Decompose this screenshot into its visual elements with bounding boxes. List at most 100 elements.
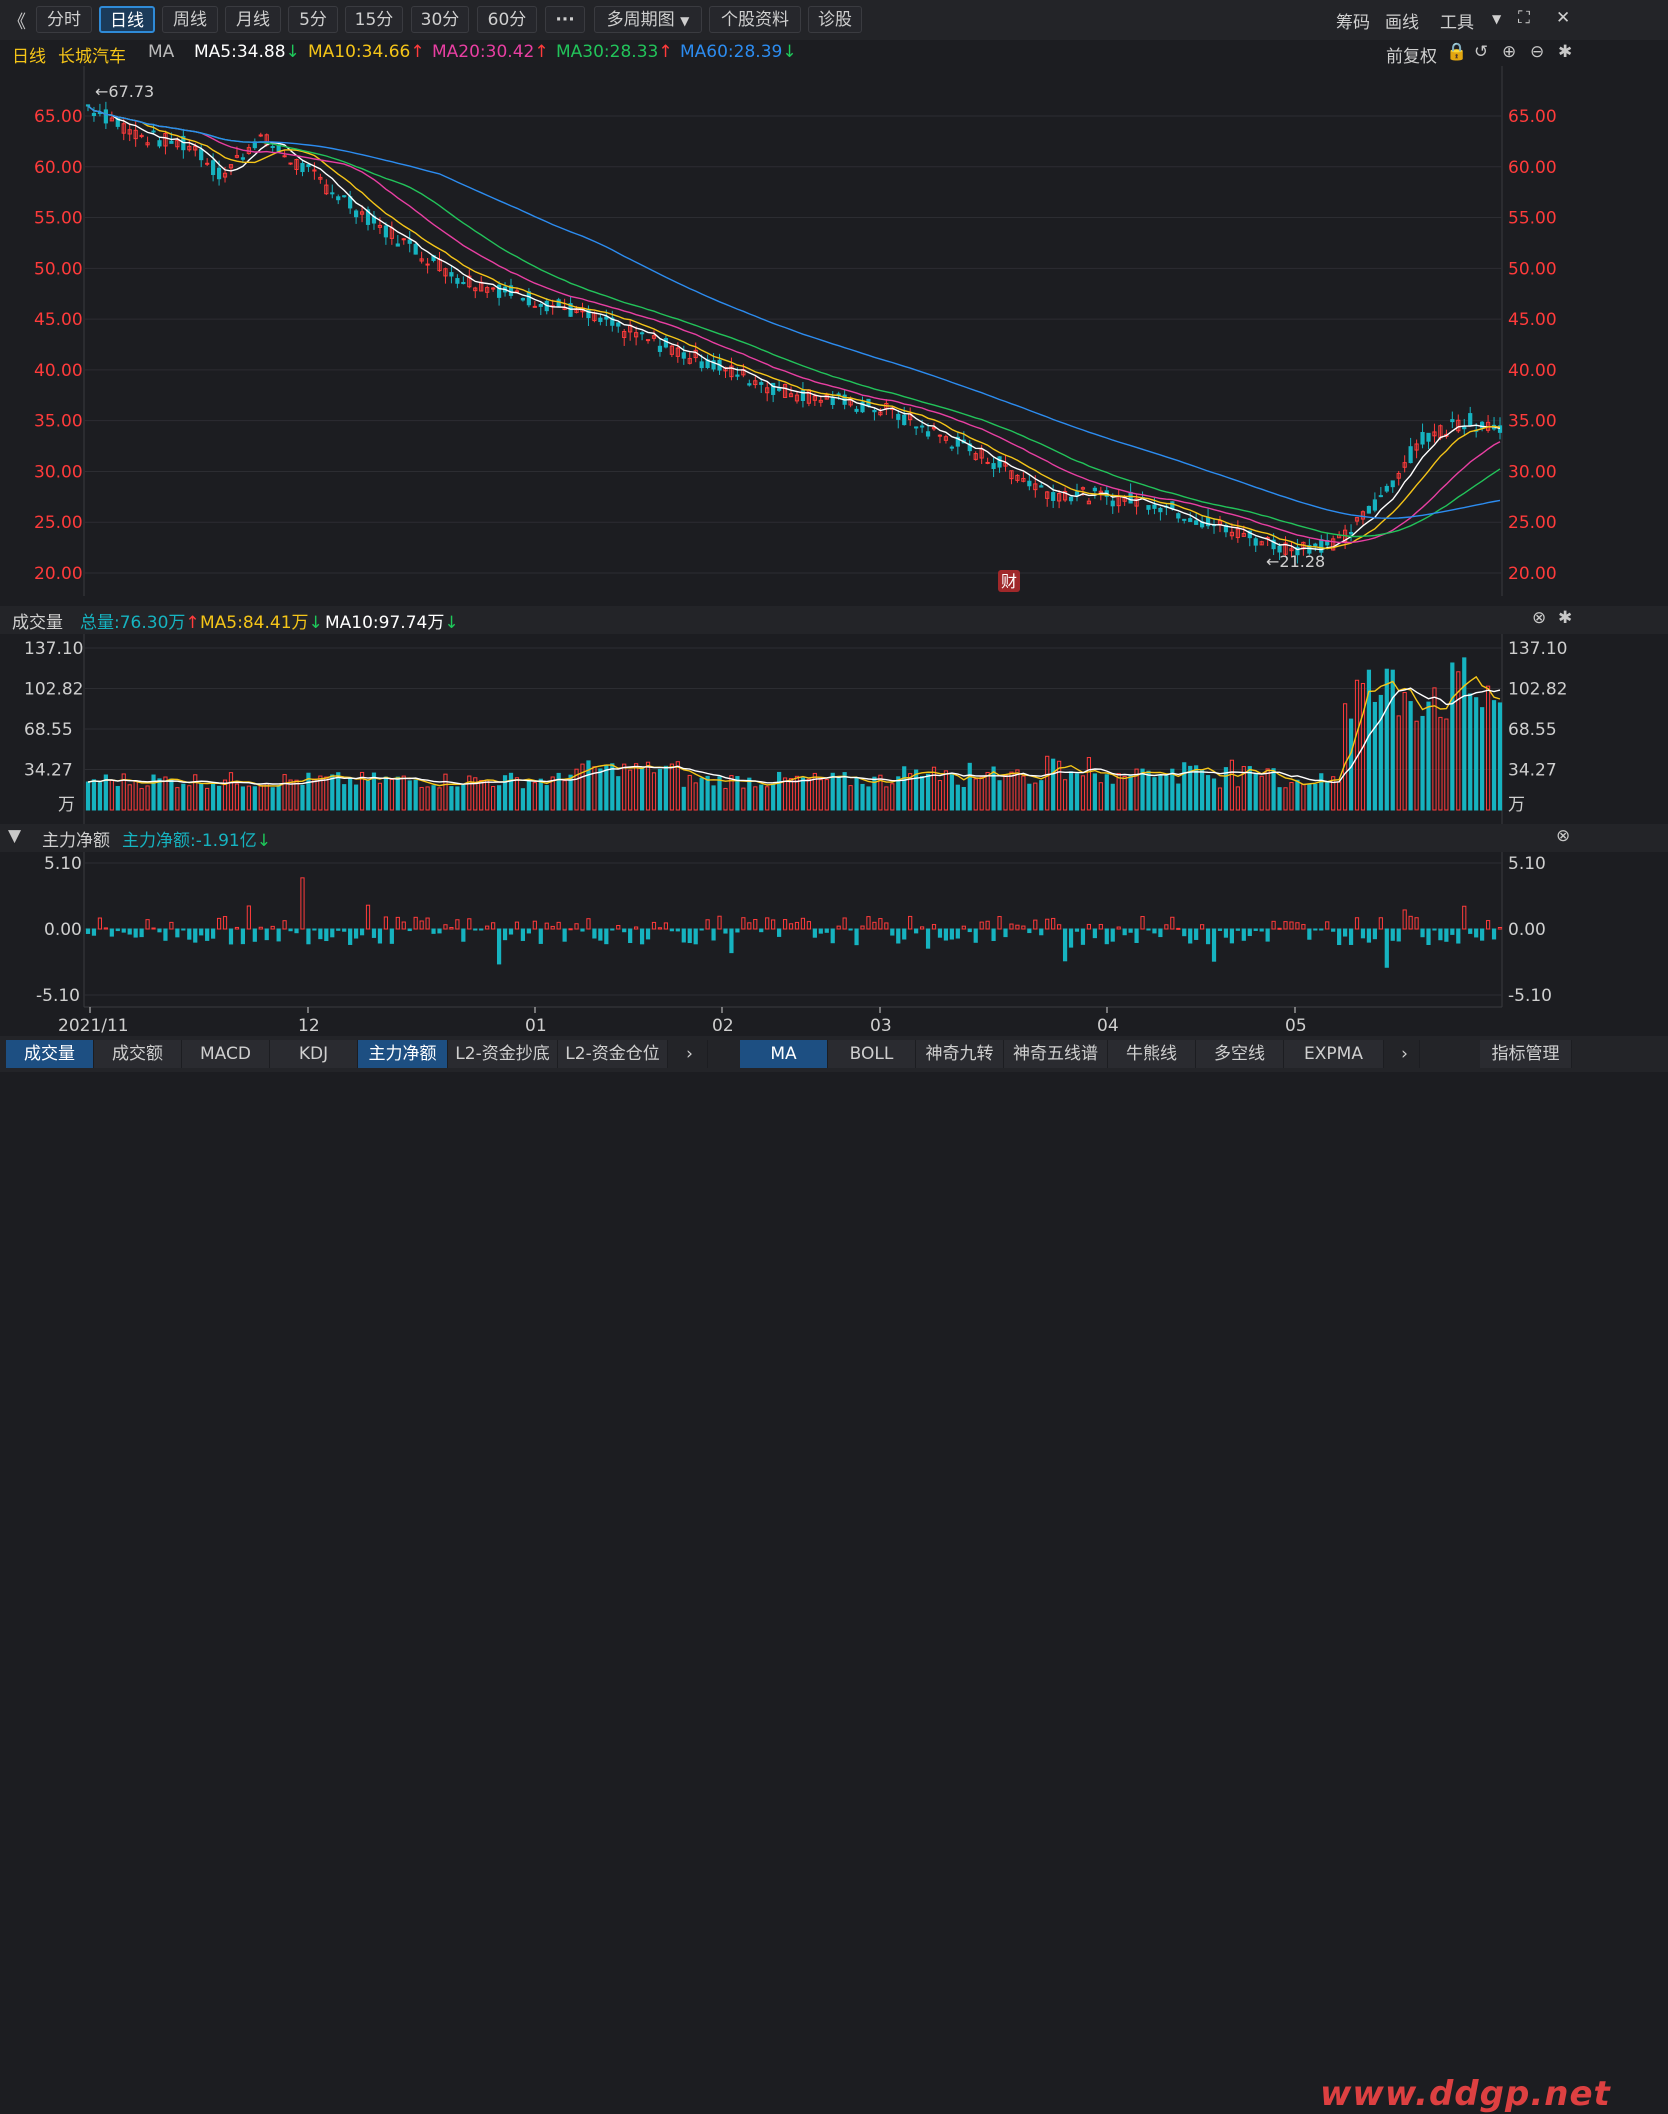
close-icon[interactable]: ✕ [1556, 8, 1571, 28]
tab-volume[interactable]: 成交量 [6, 1040, 94, 1068]
volume-bar [985, 771, 990, 811]
netflow-bar [598, 928, 603, 941]
candle-body [1247, 530, 1252, 539]
netflow-bar [252, 928, 257, 942]
period-tab-15min[interactable]: 15分 [345, 6, 403, 33]
chips-button[interactable]: 筹码 [1336, 13, 1370, 33]
netflow-bar [91, 928, 97, 936]
tab-long-short[interactable]: 多空线 [1196, 1040, 1284, 1068]
close-icon[interactable]: ⊗ [1556, 826, 1571, 846]
volume-chart[interactable]: 137.10 137.10 102.82 102.82 68.55 68.55 34.27 3… [0, 634, 1668, 824]
close-icon[interactable]: ⊗ [1532, 608, 1547, 628]
chevron-right-icon[interactable]: › [1390, 1040, 1420, 1068]
candle-body [526, 291, 531, 306]
netflow-bar [169, 921, 174, 930]
tab-l2-bottom[interactable]: L2-资金抄底 [448, 1040, 558, 1068]
volume-bar [914, 769, 919, 811]
zoom-in-icon[interactable]: ⊕ [1502, 42, 1517, 62]
tools-button[interactable]: 工具 [1440, 13, 1474, 33]
volume-bar [437, 787, 442, 811]
period-tab-intraday[interactable]: 分时 [36, 6, 92, 33]
draw-button[interactable]: 画线 [1385, 13, 1419, 33]
price-chart[interactable]: 65.00 60.00 55.00 50.00 45.00 40.00 35.00 30.00… [0, 66, 1668, 606]
adjust-mode[interactable]: 前复权 [1386, 47, 1437, 67]
tab-macd[interactable]: MACD [182, 1040, 270, 1068]
volume-bar [753, 786, 758, 811]
candle-body [1283, 542, 1288, 555]
netflow-chart[interactable]: 5.10 5.10 0.00 0.00 -5.10 -5.10 2021/11 12 01 02… [0, 852, 1668, 1036]
netflow-bar [163, 928, 168, 941]
volume-bar [228, 772, 234, 811]
period-tab-5min[interactable]: 5分 [288, 6, 338, 33]
tab-five-lines[interactable]: 神奇五线谱 [1004, 1040, 1108, 1068]
candle-body [1450, 419, 1455, 423]
candle-body [1432, 431, 1437, 437]
settings-icon[interactable]: ✱ [1558, 608, 1573, 628]
more-periods-button[interactable]: ··· [545, 6, 585, 33]
tab-boll[interactable]: BOLL [828, 1040, 916, 1068]
netflow-title[interactable]: 主力净额 [42, 831, 110, 851]
netflow-bar [467, 918, 472, 930]
netflow-value-text: 主力净额:-1.91亿 [122, 831, 257, 851]
volume-bar [1366, 669, 1372, 811]
chevron-right-icon[interactable]: › [672, 1040, 708, 1068]
tab-bull-bear[interactable]: 牛熊线 [1108, 1040, 1196, 1068]
volume-bar [1062, 779, 1068, 811]
chevron-down-icon[interactable]: ▼ [1492, 12, 1502, 26]
period-tab-weekly[interactable]: 周线 [162, 6, 218, 33]
netflow-bar [1378, 917, 1383, 930]
collapse-icon[interactable]: ▼ [8, 826, 22, 846]
volume-bar [878, 774, 883, 811]
candle-body [1384, 485, 1389, 492]
volume-bar [455, 786, 460, 811]
netflow-bar [479, 928, 484, 931]
candle-body [222, 172, 228, 178]
candle-body [1194, 520, 1199, 525]
candle-body [1497, 425, 1503, 433]
tab-turnover[interactable]: 成交额 [94, 1040, 182, 1068]
stock-profile-button[interactable]: 个股资料 [709, 6, 801, 33]
indicator-name[interactable]: MA [148, 42, 175, 62]
tab-l2-position[interactable]: L2-资金仓位 [558, 1040, 668, 1068]
period-tab-30min[interactable]: 30分 [411, 6, 469, 33]
tab-kdj[interactable]: KDJ [270, 1040, 358, 1068]
netflow-bar [985, 920, 990, 930]
zoom-out-icon[interactable]: ⊖ [1530, 42, 1545, 62]
tab-nine-turn[interactable]: 神奇九转 [916, 1040, 1004, 1068]
tab-ma[interactable]: MA [740, 1040, 828, 1068]
lock-icon[interactable]: 🔒 [1446, 42, 1468, 62]
tab-main-net[interactable]: 主力净额 [358, 1040, 448, 1068]
period-tab-monthly[interactable]: 月线 [225, 6, 281, 33]
netflow-bar [1134, 928, 1139, 943]
period-tab-60min[interactable]: 60分 [477, 6, 537, 33]
candle-body [1259, 541, 1264, 546]
arrow-up-icon: ↑ [534, 42, 549, 62]
period-tab-daily[interactable]: 日线 [99, 6, 155, 33]
volume-bar [163, 776, 168, 811]
tab-expma[interactable]: EXPMA [1284, 1040, 1384, 1068]
candle-body [1080, 487, 1086, 490]
volume-bar [1289, 782, 1294, 811]
diagnose-button[interactable]: 诊股 [808, 6, 862, 33]
netflow-bar [1319, 928, 1324, 931]
candle-body [336, 196, 341, 201]
settings-icon[interactable]: ✱ [1558, 42, 1573, 62]
volume-bar [1068, 771, 1074, 811]
fullscreen-icon[interactable]: ⛶ [1518, 8, 1530, 28]
netflow-bar [1057, 924, 1062, 930]
candle-body [306, 164, 311, 168]
candle-body [354, 210, 359, 218]
indicator-manage-button[interactable]: 指标管理 [1480, 1040, 1572, 1068]
volume-bar [651, 772, 657, 811]
undo-icon[interactable]: ↺ [1474, 42, 1489, 62]
collapse-button[interactable]: 《 [8, 12, 26, 33]
volume-title[interactable]: 成交量 [12, 613, 63, 633]
netflow-bar [1491, 928, 1497, 940]
price-tick-right: 25.00 [1508, 513, 1557, 533]
finance-badge[interactable] [998, 570, 1020, 592]
volume-ma10-text: MA10:97.74万 [325, 613, 445, 633]
netflow-bar [324, 928, 329, 942]
candle-body [1033, 483, 1038, 491]
netflow-bar [359, 928, 365, 936]
multi-period-dropdown[interactable]: 多周期图 ▼ [594, 6, 702, 33]
